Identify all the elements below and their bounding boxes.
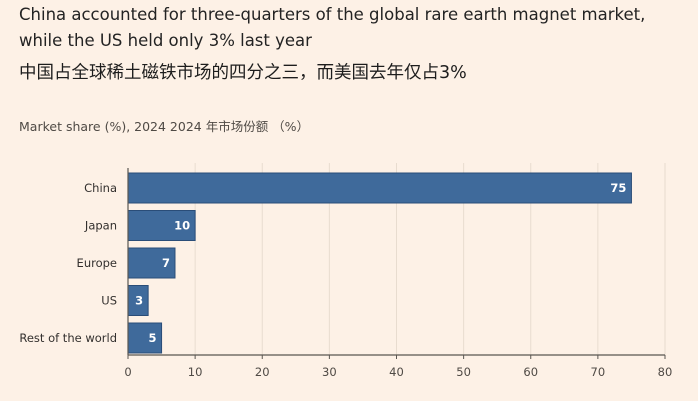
chart-title-line-2: while the US held only 3% last year [19,31,312,50]
chart-title-line-1: China accounted for three-quarters of th… [19,5,646,24]
bar [127,172,632,204]
x-tick-label: 70 [591,365,606,379]
data-label: 7 [162,256,170,270]
data-label: 10 [174,219,190,233]
category-label: Japan [84,219,117,233]
category-label: Europe [77,256,117,270]
x-tick-label: 30 [322,365,337,379]
data-label: 75 [610,181,626,195]
x-tick-label: 10 [188,365,203,379]
x-tick-label: 80 [658,365,673,379]
data-label: 3 [135,294,143,308]
category-label: China [84,181,117,195]
x-tick-label: 0 [124,365,131,379]
bar [127,210,196,241]
x-tick-label: 60 [523,365,538,379]
x-tick-label: 20 [255,365,270,379]
category-label: Rest of the world [19,331,117,345]
chart-title-english: China accounted for three-quarters of th… [19,2,689,54]
chart-title-chinese: 中国占全球稀土磁铁市场的四分之三，而美国去年仅占3% [19,63,467,83]
bar [127,247,176,279]
category-label: US [101,294,117,308]
x-tick-label: 40 [389,365,404,379]
x-tick-label: 50 [456,365,471,379]
data-label: 5 [149,331,157,345]
chart-subtitle: Market share (%), 2024 2024 年市场份额 （%） [19,119,310,134]
bar [127,322,163,354]
